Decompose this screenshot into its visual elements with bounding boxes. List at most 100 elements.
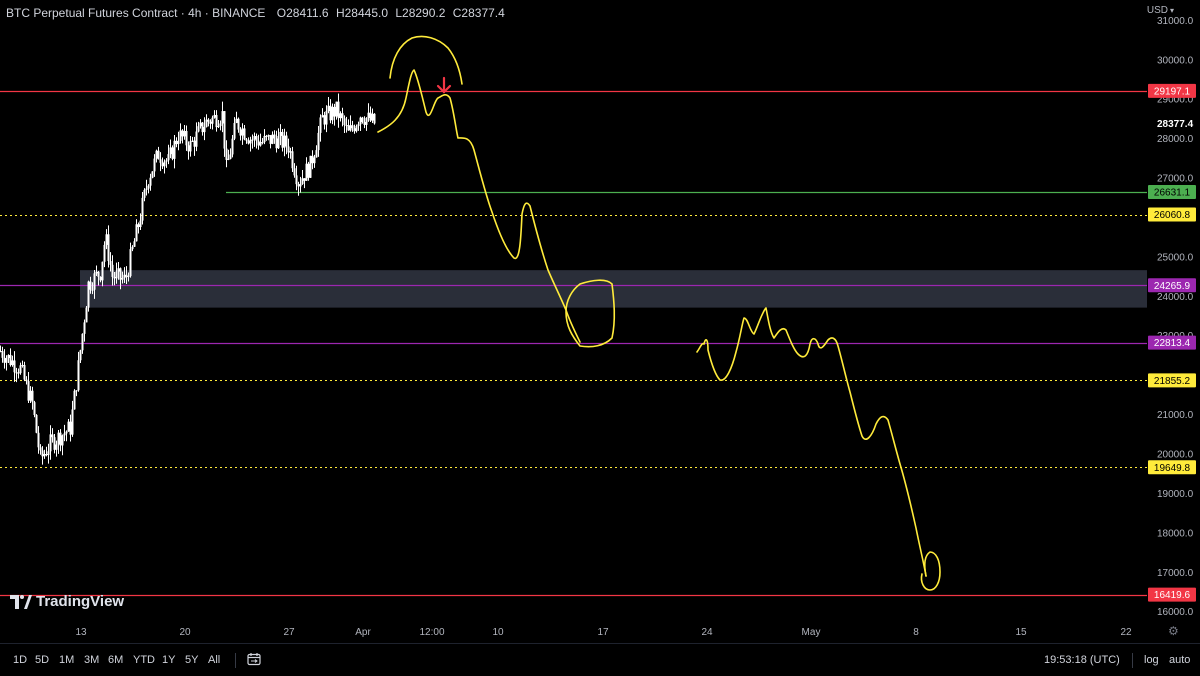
time-axis[interactable]: 13 20 27 Apr 12:00 10 17 24 May 8 15 22 <box>75 627 1132 638</box>
candle-body <box>133 241 136 247</box>
range-ytd[interactable]: YTD <box>133 654 155 666</box>
candle-body <box>351 125 354 129</box>
candle-body <box>145 188 148 190</box>
candle-body <box>173 140 176 159</box>
candle-body <box>123 274 126 279</box>
candle-body <box>143 189 146 198</box>
candle-body <box>293 168 296 176</box>
range-5y[interactable]: 5Y <box>185 654 199 666</box>
candle-body <box>339 113 342 119</box>
tradingview-logo[interactable]: TradingView <box>10 593 124 610</box>
horizontal-levels <box>0 90 1147 597</box>
candle-body <box>45 454 48 456</box>
candle-body <box>151 171 154 178</box>
candlesticks <box>0 93 376 465</box>
level-price-badge[interactable] <box>1148 278 1196 293</box>
candle-body <box>97 271 100 277</box>
level-price-badge-text: 21855.2 <box>1154 376 1191 387</box>
candle-body <box>93 273 96 290</box>
symbol-header: BTC Perpetual Futures Contract · 4h · BI… <box>6 6 509 20</box>
candle-body <box>353 128 356 132</box>
candle-body <box>25 379 28 382</box>
currency-selector[interactable]: USD ▾ <box>1147 5 1174 16</box>
candle-body <box>185 130 188 146</box>
candle-body <box>343 118 346 126</box>
utc-clock[interactable]: 19:53:18 (UTC) <box>1044 654 1120 666</box>
level-price-badge-text: 26631.1 <box>1154 188 1191 199</box>
candle-body <box>233 122 236 139</box>
price-tick-label: 21000.0 <box>1157 410 1194 421</box>
range-3m[interactable]: 3M <box>84 654 100 666</box>
candle-body <box>243 128 246 140</box>
time-tick-label: 22 <box>1120 627 1132 638</box>
candle-body <box>83 322 86 334</box>
candle-body <box>95 271 98 274</box>
candle-body <box>235 118 238 123</box>
price-axis[interactable]: 31000.0 30000.0 29000.0 28000.0 27000.0 25000… <box>1148 16 1196 618</box>
range-all[interactable]: All <box>208 654 221 666</box>
settings-gear-icon[interactable]: ⚙ <box>1168 624 1179 638</box>
candle-body <box>285 135 288 147</box>
level-price-badge[interactable] <box>1148 335 1196 350</box>
last-price-label: 28377.4 <box>1157 119 1194 130</box>
candle-body <box>73 390 76 410</box>
candle-body <box>139 220 142 228</box>
candle-body <box>175 140 178 145</box>
candle-body <box>357 124 360 127</box>
candle-body <box>315 150 318 158</box>
candle-body <box>341 113 344 119</box>
candle-body <box>201 122 204 133</box>
candle-body <box>57 432 60 445</box>
candle-body <box>31 390 34 403</box>
candle-body <box>17 372 20 374</box>
candle-body <box>119 268 122 280</box>
candle-body <box>89 281 92 290</box>
candle-body <box>111 264 114 277</box>
freehand-projection[interactable] <box>377 35 941 591</box>
level-price-badge[interactable] <box>1148 587 1196 602</box>
candle-body <box>239 129 242 136</box>
range-6m[interactable]: 6M <box>108 654 124 666</box>
candle-body <box>221 111 224 124</box>
candle-body <box>211 117 214 124</box>
candle-body <box>373 113 376 124</box>
candle-body <box>159 159 162 163</box>
level-price-badge[interactable] <box>1148 460 1196 475</box>
range-1d[interactable]: 1D <box>13 654 28 666</box>
candle-body <box>217 126 220 128</box>
candle-body <box>115 271 118 279</box>
candle-body <box>227 158 230 160</box>
candle-body <box>79 350 82 361</box>
log-scale-button[interactable]: log <box>1144 654 1159 666</box>
level-price-badge[interactable] <box>1148 185 1196 200</box>
candle-body <box>363 122 366 125</box>
level-price-badge[interactable] <box>1148 207 1196 222</box>
level-price-badge[interactable] <box>1148 373 1196 388</box>
auto-scale-button[interactable]: auto <box>1169 654 1191 666</box>
candle-body <box>267 135 270 137</box>
candle-body <box>257 140 260 146</box>
candle-body <box>311 155 314 164</box>
candle-body <box>263 135 266 143</box>
level-price-badge-text: 24265.9 <box>1154 281 1191 292</box>
candle-body <box>299 183 302 187</box>
time-tick-label: 12:00 <box>419 627 444 638</box>
candle-body <box>305 163 308 181</box>
range-1m[interactable]: 1M <box>59 654 75 666</box>
candle-body <box>165 160 168 162</box>
candle-body <box>101 261 104 281</box>
range-5d[interactable]: 5D <box>35 654 50 666</box>
candle-body <box>237 118 240 130</box>
candle-body <box>15 372 18 374</box>
range-1y[interactable]: 1Y <box>162 654 176 666</box>
candle-body <box>303 178 306 181</box>
symbol-title[interactable]: BTC Perpetual Futures Contract · 4h · BI… <box>6 6 266 20</box>
candle-body <box>85 307 88 323</box>
price-tick-label: 17000.0 <box>1157 568 1194 579</box>
candle-body <box>59 432 62 446</box>
level-price-badge[interactable] <box>1148 83 1196 98</box>
candle-body <box>297 184 300 187</box>
ohlc-values: O28411.6 H28445.0 L28290.2 C28377.4 <box>277 6 509 20</box>
calendar-range-icon[interactable] <box>247 652 261 666</box>
